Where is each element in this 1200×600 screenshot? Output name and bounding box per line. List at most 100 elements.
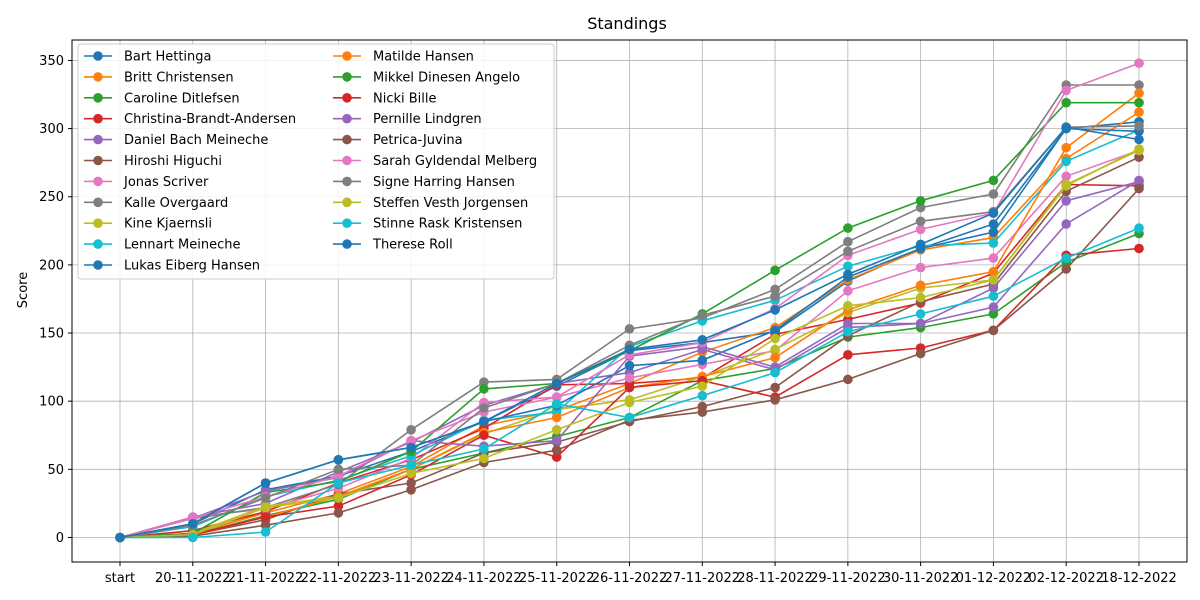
data-point: [915, 196, 926, 206]
data-point: [1134, 80, 1144, 90]
legend-label: Lukas Eiberg Hansen: [124, 259, 260, 274]
data-point: [624, 324, 635, 334]
data-point: [697, 335, 708, 345]
legend-marker: [93, 134, 103, 145]
data-point: [697, 407, 708, 417]
legend-marker: [93, 239, 103, 249]
x-tick-label: 25-11-2022: [519, 571, 595, 586]
data-point: [843, 246, 853, 257]
data-point: [406, 435, 416, 446]
legend-item: Steffen Vesth Jorgensen: [333, 196, 528, 211]
data-point: [479, 384, 489, 394]
data-point: [333, 455, 344, 465]
x-tick-label: 01-12-2022: [956, 571, 1032, 586]
data-point: [479, 416, 489, 427]
data-point: [624, 382, 635, 393]
data-point: [843, 350, 853, 360]
data-point: [1134, 176, 1144, 187]
x-tick-label: 20-11-2022: [155, 571, 231, 586]
data-point: [1061, 171, 1071, 182]
legend-label: Sarah Gyldendal Melberg: [373, 154, 537, 169]
legend-item: Kine Kjaernsli: [84, 217, 212, 232]
data-point: [697, 355, 708, 366]
data-point: [479, 453, 489, 464]
legend-label: Signe Harring Hansen: [373, 175, 515, 190]
data-point: [551, 399, 562, 409]
data-point: [188, 519, 198, 529]
legend-marker: [93, 197, 103, 208]
data-point: [1061, 97, 1071, 108]
legend-item: Pernille Lindgren: [333, 112, 482, 127]
legend: Bart Hettinga Britt Christensen Caroline D…: [77, 43, 555, 280]
data-point: [988, 227, 999, 237]
data-point: [1061, 85, 1071, 96]
data-point: [551, 412, 562, 423]
legend-label: Lennart Meineche: [124, 238, 240, 253]
legend-item: Signe Harring Hansen: [333, 175, 515, 190]
legend-label: Petrica-Juvina: [373, 133, 463, 148]
legend-item: Caroline Ditlefsen: [84, 91, 240, 106]
data-point: [843, 374, 853, 385]
data-point: [915, 216, 926, 227]
legend-label: Bart Hettinga: [124, 50, 212, 65]
legend-item: Petrica-Juvina: [333, 133, 463, 148]
data-point: [551, 435, 562, 446]
legend-marker: [342, 72, 352, 82]
data-point: [843, 223, 853, 233]
data-point: [915, 239, 926, 250]
legend-label: Caroline Ditlefsen: [124, 91, 240, 106]
data-point: [1134, 223, 1144, 233]
legend-marker: [342, 218, 352, 228]
data-point: [988, 219, 999, 229]
legend-marker: [342, 239, 352, 249]
legend-item: Christina-Brandt-Andersen: [84, 112, 296, 127]
data-point: [1134, 107, 1144, 117]
data-point: [1061, 122, 1071, 132]
x-tick-label: 02-12-2022: [1028, 571, 1104, 586]
legend-item: Britt Christensen: [84, 70, 234, 85]
data-point: [624, 360, 635, 371]
legend-label: Mikkel Dinesen Angelo: [373, 70, 520, 85]
legend-marker: [93, 218, 103, 228]
legend-item: Therese Roll: [333, 238, 453, 253]
data-point: [843, 236, 853, 247]
data-point: [333, 464, 344, 475]
data-point: [843, 269, 853, 280]
data-point: [843, 301, 853, 311]
x-tick-label: 23-11-2022: [373, 571, 449, 586]
legend-item: Jonas Scriver: [84, 175, 209, 190]
data-point: [770, 305, 780, 315]
data-point: [406, 468, 416, 479]
x-tick-label: 30-11-2022: [883, 571, 959, 586]
data-point: [770, 344, 780, 355]
data-point: [479, 430, 489, 441]
data-point: [551, 392, 562, 402]
tick-layer: start 20-11-202221-11-202222-11-202223-11…: [39, 54, 1177, 586]
data-point: [915, 292, 926, 303]
data-point: [260, 520, 271, 530]
legend-marker: [342, 51, 352, 61]
x-tick-label: 24-11-2022: [446, 571, 522, 586]
data-point: [188, 532, 198, 543]
data-point: [915, 318, 926, 329]
x-tick-label: 18-12-2022: [1101, 571, 1177, 586]
data-point: [333, 508, 344, 518]
data-point: [988, 175, 999, 186]
data-point: [915, 280, 926, 291]
legend-label: Pernille Lindgren: [373, 112, 482, 127]
data-point: [915, 224, 926, 235]
y-tick-label: 150: [39, 327, 64, 342]
legend-label: Stinne Rask Kristensen: [373, 217, 522, 232]
legend-marker: [93, 155, 103, 166]
data-point: [770, 333, 780, 344]
data-point: [1134, 134, 1144, 145]
data-point: [1061, 219, 1071, 229]
legend-marker: [342, 176, 352, 187]
data-point: [915, 309, 926, 319]
legend-item: Sarah Gyldendal Melberg: [333, 154, 537, 169]
data-point: [624, 412, 635, 423]
data-point: [1134, 152, 1144, 162]
legend-marker: [342, 113, 352, 124]
data-point: [988, 291, 999, 302]
